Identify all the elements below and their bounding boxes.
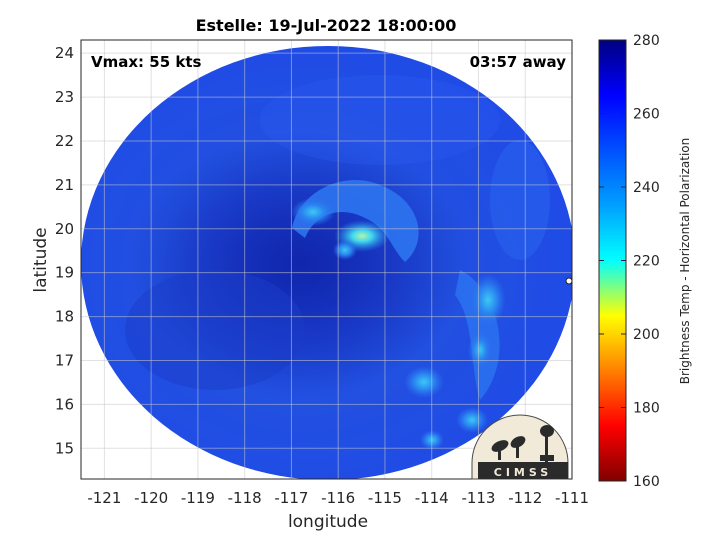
x-tick-label: -114 (415, 489, 449, 507)
x-axis-label: longitude (288, 512, 368, 532)
colorbar-label: Brightness Temp - Horizontal Polarizatio… (678, 138, 692, 385)
y-tick-labels: 24 23 22 21 20 19 18 17 16 15 (55, 44, 74, 457)
axes-box (80, 39, 573, 480)
svg-text:CIMSS: CIMSS (494, 466, 552, 479)
x-tick-label: -116 (321, 489, 355, 507)
chart-title: Estelle: 19-Jul-2022 18:00:00 (196, 16, 457, 35)
warm-band-southeast (456, 407, 488, 433)
colorbar-tick-label: 200 (633, 327, 660, 343)
colorbar-tick-label: 220 (633, 254, 660, 270)
y-axis-label: latitude (31, 227, 51, 292)
satellite-swath (81, 46, 572, 479)
y-tick-label: 20 (55, 220, 74, 238)
x-tick-label: -113 (461, 489, 495, 507)
colorbar-tick-label: 180 (633, 401, 660, 417)
cimss-logo: CIMSS (471, 414, 569, 480)
x-tick-label: -119 (181, 489, 215, 507)
y-tick-label: 24 (55, 44, 74, 62)
x-tick-label: -120 (134, 489, 168, 507)
y-tick-label: 18 (55, 308, 74, 326)
x-tick-labels: -121 -120 -119 -118 -117 -116 -115 -114 -113 -112… (87, 489, 589, 507)
grid-vertical (103, 40, 573, 479)
vmax-label: Vmax: 55 kts (91, 53, 201, 71)
y-tick-label: 21 (55, 176, 74, 194)
y-tick-label: 15 (55, 439, 74, 457)
x-tick-label: -118 (228, 489, 262, 507)
x-tick-label: -111 (555, 489, 589, 507)
x-tick-label: -115 (368, 489, 402, 507)
colorbar-tick-label: 260 (633, 107, 660, 123)
x-tick-label: -117 (274, 489, 308, 507)
colorbar-tick-labels: 280 260 240 220 200 180 160 (599, 33, 660, 490)
warm-band-south (404, 366, 444, 398)
colorbar-tick-label: 160 (633, 474, 660, 490)
y-tick-label: 19 (55, 264, 74, 282)
y-tick-label: 23 (55, 88, 74, 106)
storm-marker (565, 277, 573, 285)
warm-band-east (470, 274, 506, 326)
y-tick-label: 17 (55, 351, 74, 369)
y-tick-label: 16 (55, 395, 74, 413)
y-tick-label: 22 (55, 132, 74, 150)
colorbar-tick-label: 280 (633, 33, 660, 49)
colorbar-tick-label: 240 (633, 180, 660, 196)
x-tick-label: -121 (87, 489, 121, 507)
x-tick-label: -112 (508, 489, 542, 507)
time-away-label: 03:57 away (470, 53, 567, 71)
